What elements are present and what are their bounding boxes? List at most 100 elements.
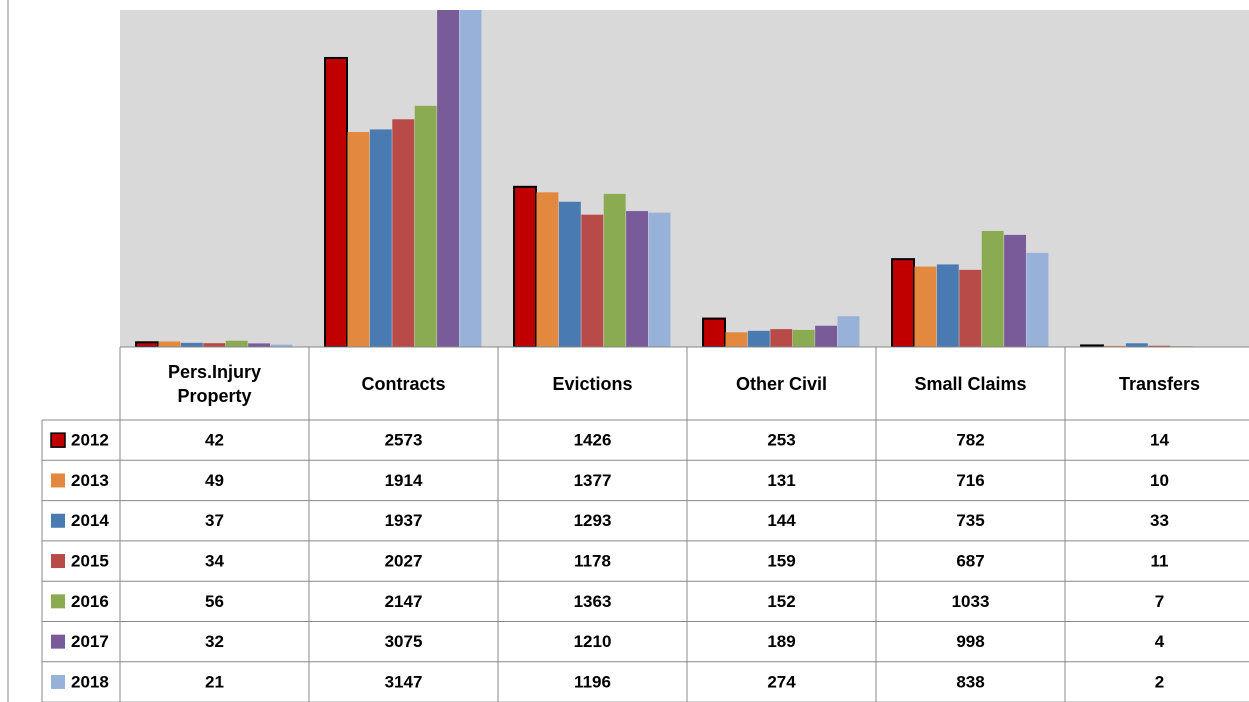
table-value: 189: [767, 632, 795, 651]
table-value: 253: [767, 431, 795, 450]
table-value: 3147: [385, 672, 423, 691]
table-value: 1196: [574, 672, 611, 691]
bar: [347, 131, 370, 347]
legend-label: 2018: [71, 672, 109, 691]
table-value: 782: [956, 431, 984, 450]
bar: [815, 325, 838, 347]
table-value: 1426: [574, 431, 612, 450]
bar: [914, 266, 937, 347]
legend-swatch: [51, 594, 65, 609]
bar: [558, 201, 581, 347]
bar: [270, 344, 293, 347]
bar: [369, 129, 392, 347]
bar: [1080, 344, 1104, 347]
bar: [648, 212, 671, 347]
legend-label: 2014: [71, 511, 109, 530]
bar: [747, 330, 770, 347]
bar: [414, 105, 437, 347]
bar: [936, 264, 959, 347]
table-value: 159: [767, 552, 795, 571]
table-value: 1178: [574, 552, 611, 571]
table-value: 687: [956, 552, 984, 571]
table-value: 1937: [385, 511, 423, 530]
table-value: 2573: [385, 431, 423, 450]
table-value: 274: [767, 672, 796, 691]
bar: [1026, 252, 1049, 347]
table-value: 33: [1150, 511, 1169, 530]
bar: [837, 316, 860, 347]
bar: [158, 341, 181, 347]
bar: [437, 10, 460, 347]
bar: [581, 214, 604, 347]
category-label: Pers.Injury Property: [167, 361, 262, 406]
bar: [891, 258, 915, 347]
bar: [770, 329, 793, 347]
table-value: 32: [205, 632, 224, 651]
legend-swatch: [51, 634, 65, 649]
legend-label: 2015: [71, 552, 109, 571]
legend-label: 2017: [71, 632, 109, 651]
table-value: 10: [1150, 471, 1169, 490]
legend-label: 2016: [71, 592, 109, 611]
table-value: 1914: [385, 471, 423, 490]
bar: [725, 332, 748, 347]
table-value: 37: [205, 511, 224, 530]
bar: [180, 342, 203, 347]
bar: [225, 340, 248, 347]
bar: [959, 269, 982, 347]
table-value: 2027: [385, 552, 423, 571]
plot-area: [120, 10, 1249, 347]
table-value: 1377: [574, 471, 612, 490]
table-value: 735: [956, 511, 984, 530]
table-value: 998: [956, 632, 984, 651]
category-label: Evictions: [552, 373, 633, 394]
table-value: 11: [1151, 552, 1169, 571]
legend-swatch: [50, 432, 66, 448]
table-value: 2: [1155, 672, 1164, 691]
table-value: 2147: [385, 592, 423, 611]
legend-swatch: [51, 554, 65, 569]
table-value: 14: [1150, 431, 1169, 450]
bar: [1125, 343, 1148, 347]
bar: [203, 343, 226, 347]
table-value: 42: [205, 431, 224, 450]
legend-swatch: [51, 473, 65, 488]
bar: [135, 341, 159, 347]
bar: [248, 343, 271, 347]
bar: [981, 230, 1004, 347]
bar: [513, 185, 537, 347]
bar: [1148, 345, 1171, 347]
bars: [135, 10, 1238, 347]
bar: [459, 10, 482, 347]
category-label: Other Civil: [735, 373, 828, 394]
legend-label: 2013: [71, 471, 109, 490]
table-value: 3075: [385, 632, 423, 651]
legend-swatch: [51, 674, 65, 689]
category-label: Transfers: [1118, 373, 1201, 394]
bar: [792, 329, 815, 347]
bar: [1103, 345, 1126, 347]
table-value: 56: [205, 592, 224, 611]
table-value: 4: [1155, 632, 1165, 651]
table-value: 34: [205, 552, 224, 571]
table-value: 1293: [574, 511, 612, 530]
table-value: 21: [205, 672, 224, 691]
bar: [324, 56, 348, 347]
bar: [536, 192, 559, 347]
table-value: 1363: [574, 592, 612, 611]
bar: [392, 119, 415, 347]
bar: [603, 193, 626, 347]
table-value: 131: [767, 471, 795, 490]
table-value: 152: [767, 592, 795, 611]
legend-label: 2012: [71, 431, 109, 450]
legend-swatch: [51, 513, 65, 528]
category-label: Contracts: [361, 373, 446, 394]
bar: [626, 211, 649, 347]
table-value: 716: [956, 471, 984, 490]
bar: [1004, 234, 1027, 347]
table-value: 1033: [952, 592, 990, 611]
bar: [702, 317, 726, 347]
table-value: 49: [205, 471, 224, 490]
